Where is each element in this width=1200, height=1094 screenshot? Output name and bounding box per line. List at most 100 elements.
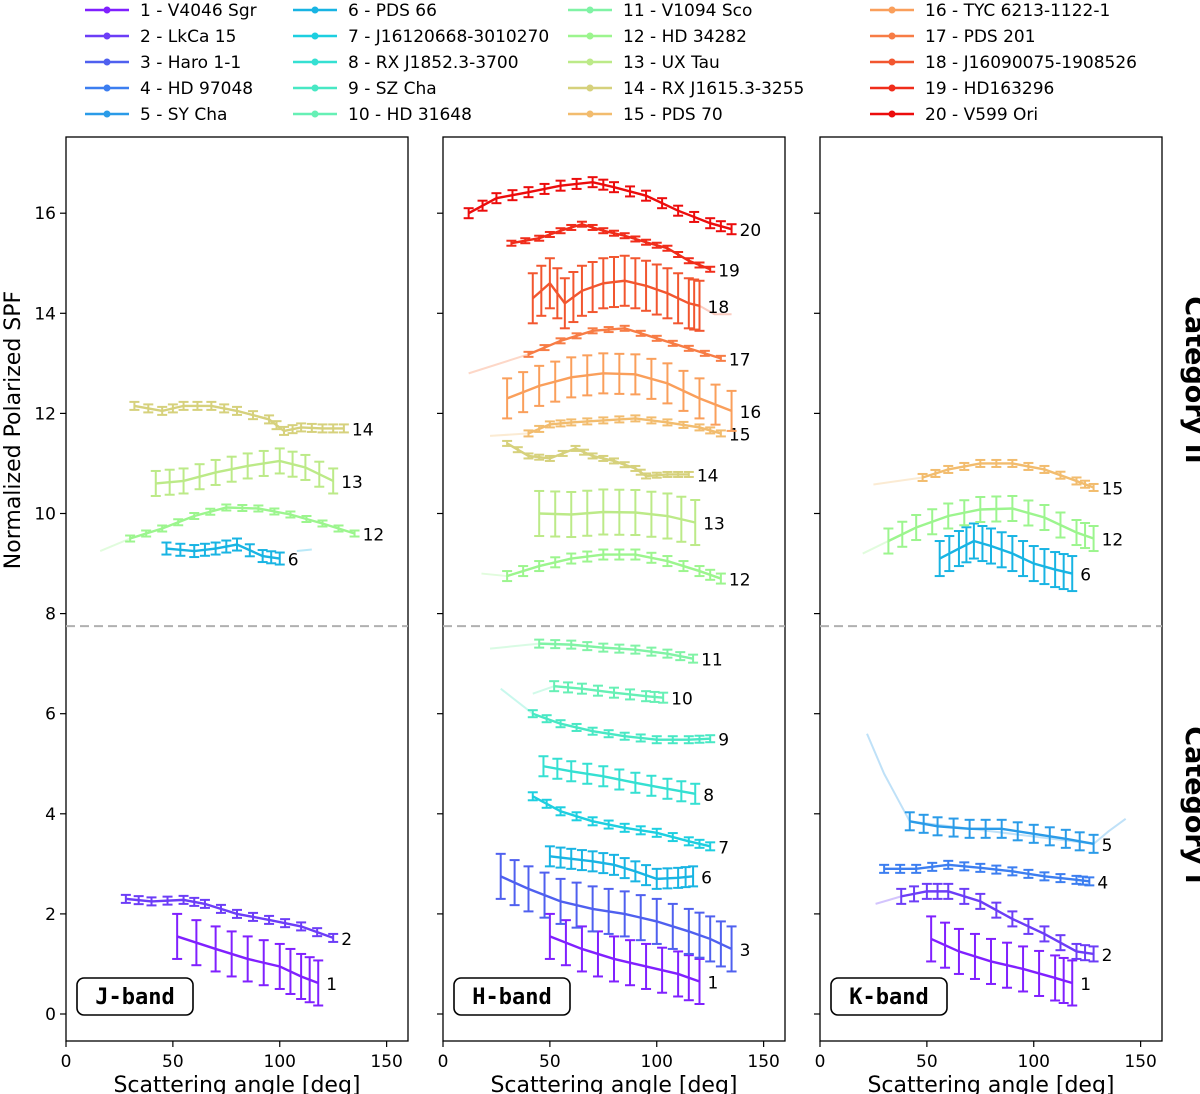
legend-marker [586, 110, 594, 118]
series-label: 2 [341, 930, 352, 950]
series-13: 13 [534, 488, 725, 547]
y-tick-label: 2 [45, 905, 56, 925]
category-i-label: Category I [1179, 726, 1200, 884]
series-label: 11 [701, 651, 723, 671]
x-tick-label: 50 [916, 1052, 938, 1072]
legend-marker [311, 110, 319, 118]
series-1: 1 [926, 915, 1091, 1007]
legend-label: 9 - SZ Cha [348, 79, 437, 99]
faint-tail-line [468, 353, 529, 375]
legend-label: 2 - LkCa 15 [140, 27, 236, 47]
y-tick-label: 4 [45, 805, 56, 825]
series-1: 1 [544, 912, 719, 1005]
series-line [129, 506, 355, 540]
series-17: 17 [468, 324, 751, 375]
legend-marker [586, 32, 594, 40]
plot-frame [819, 136, 1163, 1042]
series-13: 13 [150, 447, 363, 497]
y-tick-label: 12 [34, 404, 56, 424]
x-tick-label: 0 [815, 1052, 826, 1072]
legend-label: 7 - J16120668-3010270 [348, 27, 549, 47]
legend-marker [103, 6, 111, 14]
series-label: 3 [740, 941, 751, 961]
faint-tail-line [873, 476, 923, 486]
faint-tail-line [862, 540, 889, 555]
x-tick-label: 0 [61, 1052, 72, 1072]
y-tick-label: 14 [34, 304, 56, 324]
series-label: 12 [363, 526, 385, 546]
series-15: 15 [489, 414, 751, 445]
band-label: H-band [472, 985, 551, 1010]
series-line [930, 937, 1073, 985]
faint-tail-line [866, 733, 1127, 845]
faint-tail-line [489, 432, 529, 437]
x-tick-label: 50 [539, 1052, 561, 1072]
series-12: 12 [481, 548, 751, 591]
x-tick-label: 100 [1018, 1052, 1050, 1072]
legend-label: 11 - V1094 Sco [623, 1, 752, 21]
series-label: 14 [352, 420, 374, 440]
legend-label: 17 - PDS 201 [925, 27, 1036, 47]
x-axis-label: Scattering angle [deg] [113, 1073, 360, 1094]
y-tick-label: 0 [45, 1005, 56, 1025]
series-7: 7 [527, 791, 729, 858]
series-label: 12 [1102, 531, 1124, 551]
y-tick-label: 10 [34, 505, 56, 525]
y-axis-label: Normalized Polarized SPF [1, 291, 26, 569]
plot-frame [442, 136, 786, 1042]
series-14: 14 [502, 439, 719, 486]
faint-tail-line [532, 685, 555, 695]
series-12: 12 [862, 494, 1124, 555]
legend-marker [311, 6, 319, 14]
faint-tail-line [489, 642, 540, 650]
legend-marker [586, 84, 594, 92]
series-18: 18 [527, 254, 732, 332]
plot-frame [65, 136, 409, 1042]
legend-marker [103, 84, 111, 92]
series-label: 1 [708, 973, 719, 993]
panel-k-band: 0 50 100 150 Scattering angle [deg] 12 4 5 6 12 15… [814, 136, 1163, 1094]
band-label-box [830, 977, 948, 1016]
legend-marker [311, 32, 319, 40]
series-4: 4 [879, 859, 1108, 893]
series-label: 12 [729, 571, 751, 591]
series-line [539, 642, 694, 660]
x-tick-label: 100 [641, 1052, 673, 1072]
legend-label: 3 - Haro 1-1 [140, 53, 241, 73]
legend-label: 1 - V4046 Sgr [140, 1, 257, 21]
series-8: 8 [538, 755, 714, 806]
legend-label: 5 - SY Cha [140, 105, 227, 125]
series-19: 19 [506, 220, 740, 281]
legend-label: 10 - HD 31648 [348, 105, 472, 125]
legend-label: 15 - PDS 70 [623, 105, 723, 125]
legend-marker [311, 84, 319, 92]
faint-tail-line [296, 548, 312, 553]
y-tick-label: 16 [34, 204, 56, 224]
series-label: 15 [1102, 479, 1124, 499]
series-6: 6 [161, 537, 312, 571]
series-label: 10 [671, 690, 693, 710]
faint-tail-line [699, 304, 732, 316]
series-label: 13 [341, 473, 363, 493]
band-label-box [76, 977, 194, 1016]
series-label: 14 [697, 466, 719, 486]
y-tick-label: 6 [45, 705, 56, 725]
x-axis-label: Scattering angle [deg] [490, 1073, 737, 1094]
series-16: 16 [502, 352, 762, 432]
series-6: 6 [934, 522, 1091, 593]
legend-label: 16 - TYC 6213-1122-1 [925, 1, 1110, 21]
series-line [532, 795, 711, 848]
series-3: 3 [495, 852, 751, 973]
x-tick-label: 150 [747, 1052, 779, 1072]
legend-label: 20 - V599 Ori [925, 105, 1038, 125]
series-1: 1 [172, 912, 337, 1007]
band-label-box [453, 977, 571, 1016]
legend-label: 6 - PDS 66 [348, 1, 437, 21]
series-label: 16 [740, 403, 762, 423]
series-10: 10 [532, 680, 693, 710]
series-2: 2 [120, 893, 352, 950]
series-label: 2 [1102, 946, 1113, 966]
series-11: 11 [489, 638, 723, 671]
